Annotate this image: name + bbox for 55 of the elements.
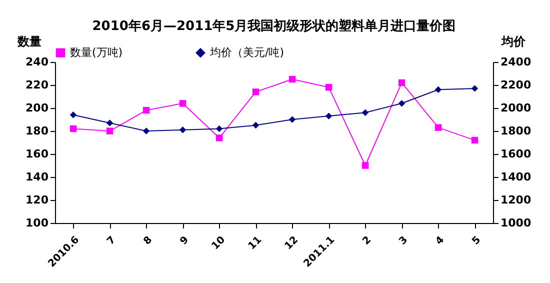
legend-label: 数量(万吨) [70,46,123,59]
x-tick-label: 10 [210,234,228,252]
y2-tick-label: 1600 [500,148,532,160]
x-tick-label: 4 [434,234,447,248]
y-axis-title: 数量 [16,34,42,48]
x-tick-label: 8 [142,234,155,248]
x-tick-label: 2 [360,234,374,248]
x-tick-label: 9 [178,234,192,248]
point [216,125,223,132]
y2-tick-label: 1200 [500,194,532,206]
point [288,116,296,123]
x-tick-label: 5 [470,234,484,248]
y2-tick-label: 2200 [500,78,532,92]
point [106,128,114,134]
y2-tick-label: 1000 [500,216,532,230]
point [325,112,332,120]
y2-tick-label: 2400 [500,56,532,68]
point [216,134,223,142]
point [362,109,369,116]
point [434,86,442,93]
y2-tick-label: 1400 [500,170,532,184]
point [252,122,260,129]
y2-tick-label: 1800 [500,124,532,138]
point [179,126,186,134]
point [398,100,406,107]
point [70,125,77,132]
point [325,84,332,91]
point [252,88,260,96]
y2-tick-label: 2000 [500,102,532,114]
legend-label: 均价（美元/吨) [209,46,284,59]
point [362,162,369,169]
y-tick-label: 160 [26,148,49,160]
point [70,112,77,118]
point [142,128,150,134]
point [179,100,186,107]
point [106,120,114,126]
y-tick-label: 180 [26,124,49,138]
x-tick-label: 11 [246,234,264,252]
x-tick-label: 3 [397,234,410,248]
y-tick-label: 200 [26,102,49,114]
point [471,85,478,92]
y2-axis-title: 均价 [500,34,526,48]
y-tick-label: 100 [26,216,49,230]
point [434,124,442,131]
y-tick-label: 240 [26,56,49,68]
y-tick-label: 220 [26,78,49,92]
x-tick-label: 12 [282,234,301,252]
point [471,136,478,144]
point [288,76,296,83]
x-tick-label: 7 [105,234,118,248]
point [398,79,406,86]
y-tick-label: 120 [26,194,49,206]
point [142,106,150,114]
y-tick-label: 140 [26,170,49,184]
chart-title: 2010年6月—2011年5月我国初级形状的塑料单月进口量价图 [92,18,456,34]
